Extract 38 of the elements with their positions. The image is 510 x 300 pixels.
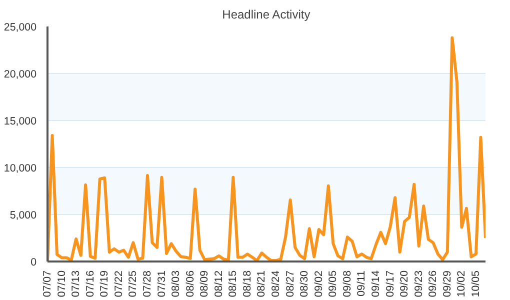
x-tick-label: 09/02	[312, 270, 325, 298]
x-tick-label: 09/11	[356, 270, 368, 296]
x-tick-label: 08/12	[212, 270, 225, 298]
y-tick-label: 10,000	[4, 162, 37, 174]
y-tick-label: 15,000	[4, 116, 37, 128]
x-tick-label: 09/05	[327, 270, 340, 298]
x-tick-label: 09/20	[398, 270, 411, 298]
x-tick-label: 07/19	[98, 270, 111, 298]
x-tick-label: 09/26	[427, 270, 440, 298]
x-tick-label: 07/28	[141, 270, 154, 298]
x-tick-label: 09/17	[384, 270, 396, 298]
x-tick-label: 09/29	[441, 270, 454, 298]
x-tick-label: 08/27	[284, 270, 296, 298]
x-tick-label: 08/24	[270, 270, 282, 298]
x-tick-label: 08/03	[170, 270, 182, 298]
chart-title: Headline Activity	[222, 8, 310, 22]
x-tick-label: 07/25	[127, 270, 140, 298]
x-tick-label: 08/15	[227, 270, 240, 298]
y-tick-label: 5,000	[10, 210, 37, 222]
y-tick-label: 25,000	[4, 22, 37, 34]
x-tick-label: 08/30	[298, 270, 311, 298]
x-tick-label: 07/13	[70, 270, 82, 298]
x-tick-label: 09/23	[412, 270, 425, 298]
x-tick-label: 08/21	[256, 270, 268, 298]
y-tick-label: 20,000	[4, 68, 37, 80]
x-tick-label: 10/05	[470, 270, 482, 298]
y-tick-label: 0	[30, 256, 37, 268]
x-tick-label: 07/07	[42, 270, 54, 298]
x-tick-label: 07/16	[84, 270, 96, 298]
x-tick-label: 07/22	[112, 270, 125, 298]
x-tick-label: 08/09	[198, 270, 211, 298]
x-tick-label: 08/06	[184, 270, 196, 298]
x-tick-label: 07/31	[156, 270, 168, 298]
x-tick-label: 09/14	[370, 270, 382, 298]
x-tick-label: 10/02	[456, 270, 468, 298]
x-tick-label: 07/10	[56, 270, 68, 298]
x-tick-label: 09/08	[341, 270, 354, 298]
x-tick-label: 08/18	[241, 270, 254, 298]
